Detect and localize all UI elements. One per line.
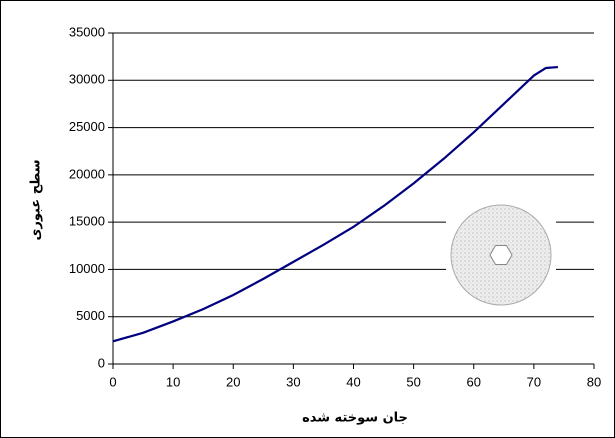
x-axis-label: جان سوخته شده (302, 411, 408, 426)
x-tick-label: 30 (286, 374, 300, 389)
x-tick-label: 10 (166, 374, 180, 389)
y-tick-label: 25000 (69, 119, 105, 134)
y-axis-label: سطح عبوری (29, 159, 44, 240)
x-tick-label: 80 (587, 374, 601, 389)
y-tick-label: 0 (98, 355, 105, 370)
x-tick-label: 70 (527, 374, 541, 389)
y-tick-label: 5000 (76, 308, 105, 323)
x-tick-label: 0 (109, 374, 116, 389)
y-tick-label: 10000 (69, 261, 105, 276)
x-tick-label: 20 (226, 374, 240, 389)
y-tick-label: 15000 (69, 214, 105, 229)
x-tick-label: 50 (406, 374, 420, 389)
y-tick-label: 30000 (69, 72, 105, 87)
y-tick-label: 20000 (69, 166, 105, 181)
x-tick-label: 40 (346, 374, 360, 389)
y-tick-label: 35000 (69, 24, 105, 39)
x-tick-label: 60 (467, 374, 481, 389)
inset-figure (446, 200, 556, 310)
data-line (112, 65, 559, 343)
